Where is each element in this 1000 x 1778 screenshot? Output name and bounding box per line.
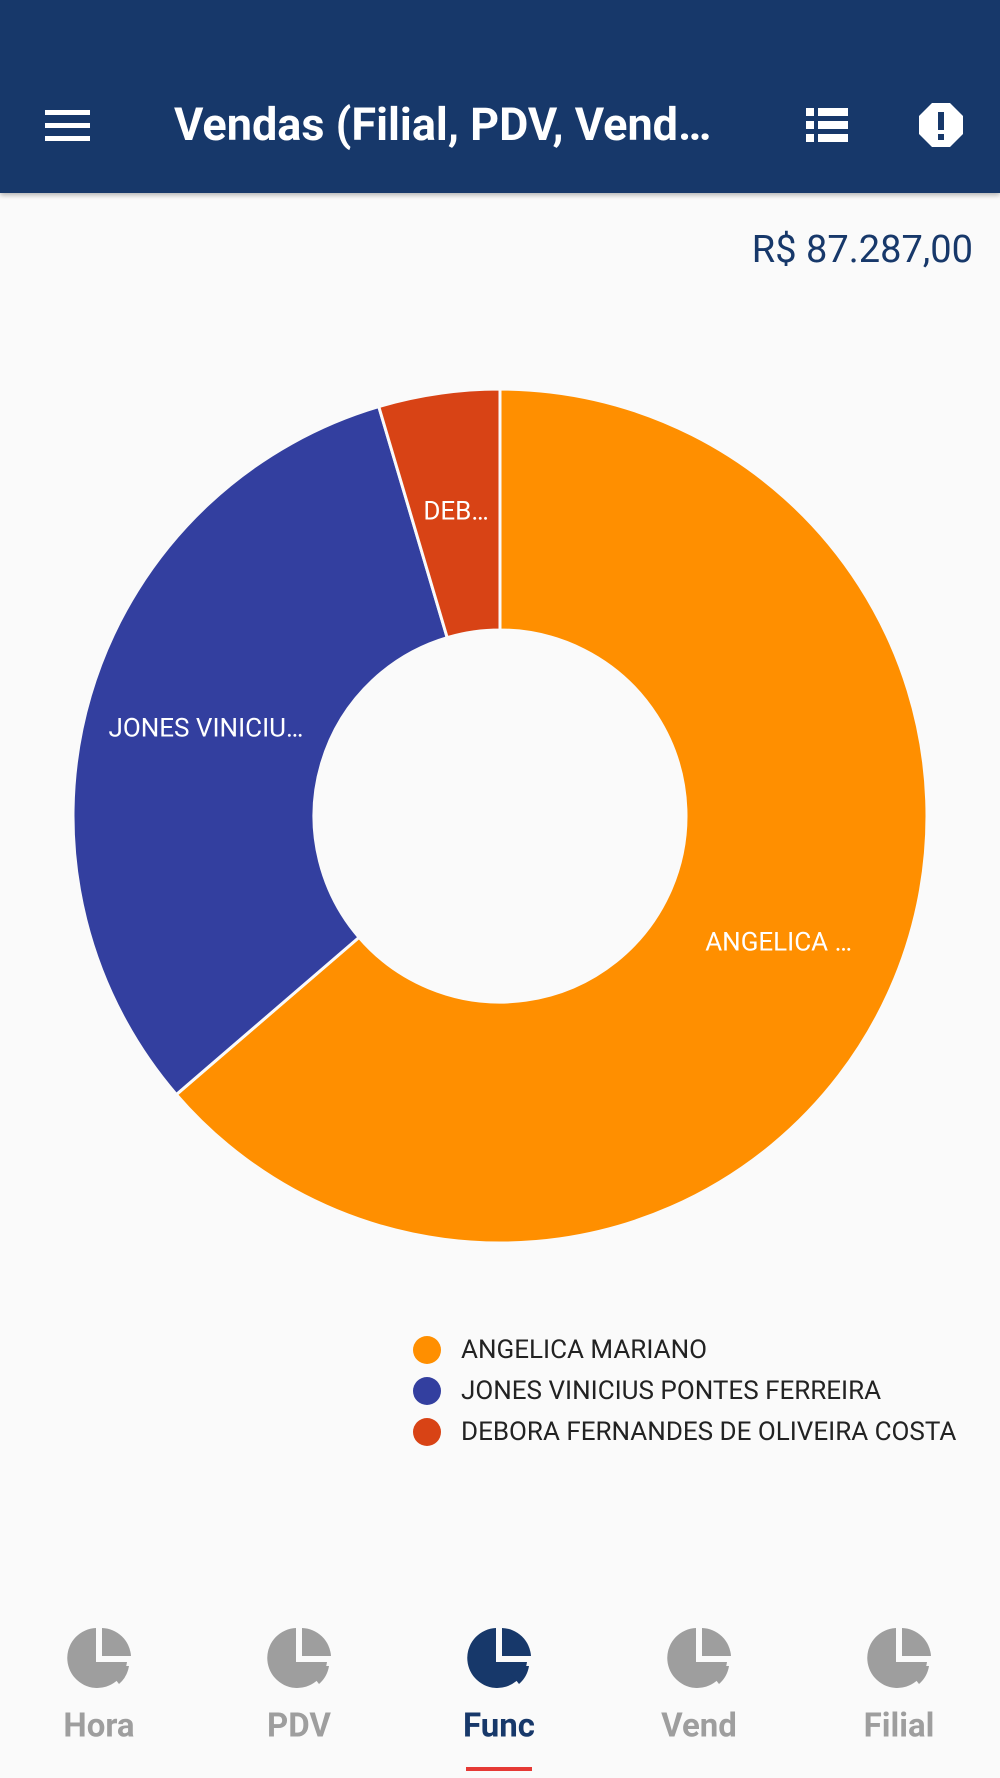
nav-icon (705, 1666, 729, 1684)
total-value: R$ 87.287,00 (751, 228, 973, 272)
top-bar-icons (45, 103, 963, 147)
legend-label: JONES VINICIUS PONTES FERREIRA (461, 1376, 881, 1406)
nav-tab[interactable]: Func (463, 1628, 535, 1771)
donut-slice (174, 387, 929, 1245)
nav-label: Vend (661, 1707, 737, 1746)
nav-tab[interactable]: Vend (661, 1628, 737, 1746)
nav-tab[interactable]: Filial (864, 1628, 935, 1746)
nav-icon (302, 1628, 331, 1656)
nav-label: Hora (63, 1707, 134, 1746)
nav-tab[interactable]: Hora (63, 1628, 135, 1746)
legend-marker (413, 1336, 441, 1364)
nav-tab[interactable]: PDV (267, 1628, 331, 1746)
legend-marker (413, 1418, 441, 1446)
nav-icon (305, 1666, 329, 1684)
menu-button[interactable] (45, 110, 90, 141)
nav-label: PDV (267, 1707, 331, 1746)
active-indicator (466, 1767, 532, 1771)
alert-button[interactable] (919, 103, 963, 147)
legend-label: ANGELICA MARIANO (461, 1335, 707, 1365)
nav-icon (502, 1628, 531, 1656)
legend-label: DEBORA FERNANDES DE OLIVEIRA COSTA (461, 1417, 956, 1447)
slice-label: ANGELICA … (705, 928, 852, 958)
legend-marker (413, 1377, 441, 1405)
donut-slice (71, 404, 450, 1097)
nav-icon (902, 1628, 931, 1656)
donut-slice (376, 387, 502, 640)
slice-label: JONES VINICIU… (108, 713, 303, 743)
nav-icon (102, 1628, 131, 1656)
nav-icon (505, 1666, 529, 1684)
nav-label: Func (463, 1707, 535, 1746)
nav-label: Filial (864, 1707, 935, 1746)
slice-label: DEB… (423, 497, 488, 527)
top-bar: Vendas (Filial, PDV, Vendedor) (0, 0, 1000, 193)
nav-icon (702, 1628, 731, 1656)
nav-icon (105, 1666, 129, 1684)
list-button[interactable] (806, 108, 848, 142)
nav-icon (905, 1666, 929, 1684)
